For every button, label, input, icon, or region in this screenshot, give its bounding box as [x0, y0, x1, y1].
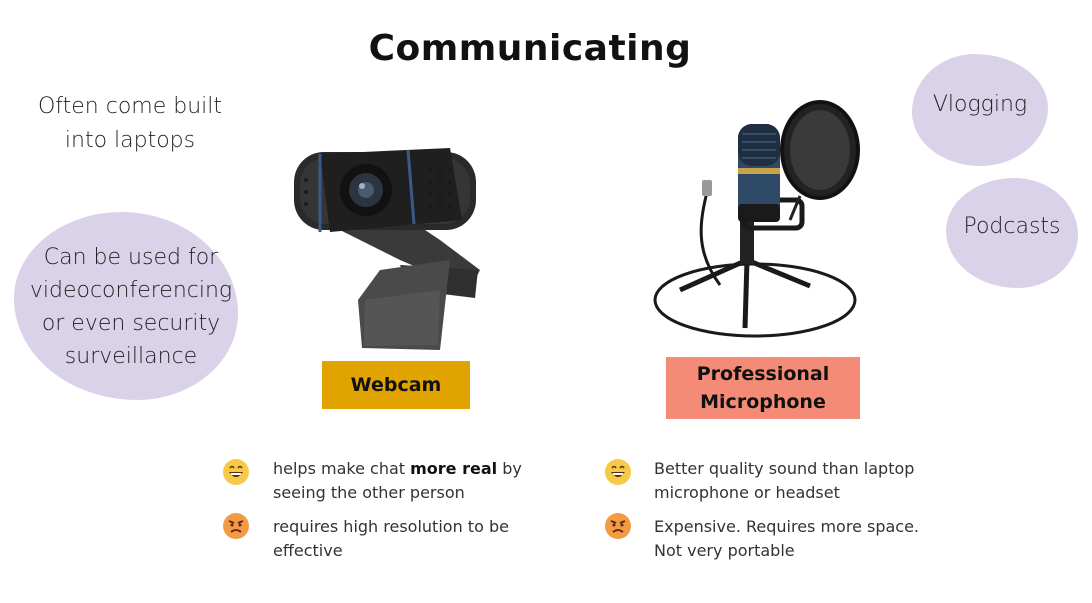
microphone-con-text: Expensive. Requires more space. Not very…	[654, 517, 920, 560]
webcam-con-text: requires high resolution to be effective	[273, 517, 509, 560]
webcam-pro-bold: more real	[410, 459, 498, 478]
webcam-pro-before: helps make chat	[273, 459, 411, 478]
microphone-label-line2: Microphone	[700, 391, 826, 413]
webcam-label: Webcam	[322, 361, 470, 409]
note-blob-vlogging	[912, 54, 1048, 166]
microphone-label: Professional Microphone	[666, 357, 860, 419]
note-vlogging: Vlogging	[932, 92, 1028, 117]
angry-face-icon	[605, 513, 631, 539]
note-blob-videoconferencing	[14, 212, 238, 400]
microphone-pro-text: Better quality sound than laptop microph…	[654, 459, 915, 502]
webcam-pro-after: by seeing the other person	[273, 459, 522, 502]
microphone-image	[653, 100, 860, 338]
note-blob-podcasts	[946, 178, 1078, 288]
microphone-label-line1: Professional	[696, 363, 830, 385]
angry-face-icon	[223, 513, 249, 539]
grinning-face-icon	[605, 459, 631, 485]
webcam-pro-text: helps make chat more real by seeing the …	[273, 457, 573, 505]
page-title: Communicating	[368, 28, 692, 69]
note-videoconferencing: Can be used for videoconferencing or eve…	[29, 245, 233, 369]
note-built-into-laptops: Often come built into laptops	[37, 94, 223, 153]
grinning-face-icon	[223, 459, 249, 485]
note-podcasts: Podcasts	[963, 214, 1061, 239]
webcam-image	[294, 148, 480, 350]
